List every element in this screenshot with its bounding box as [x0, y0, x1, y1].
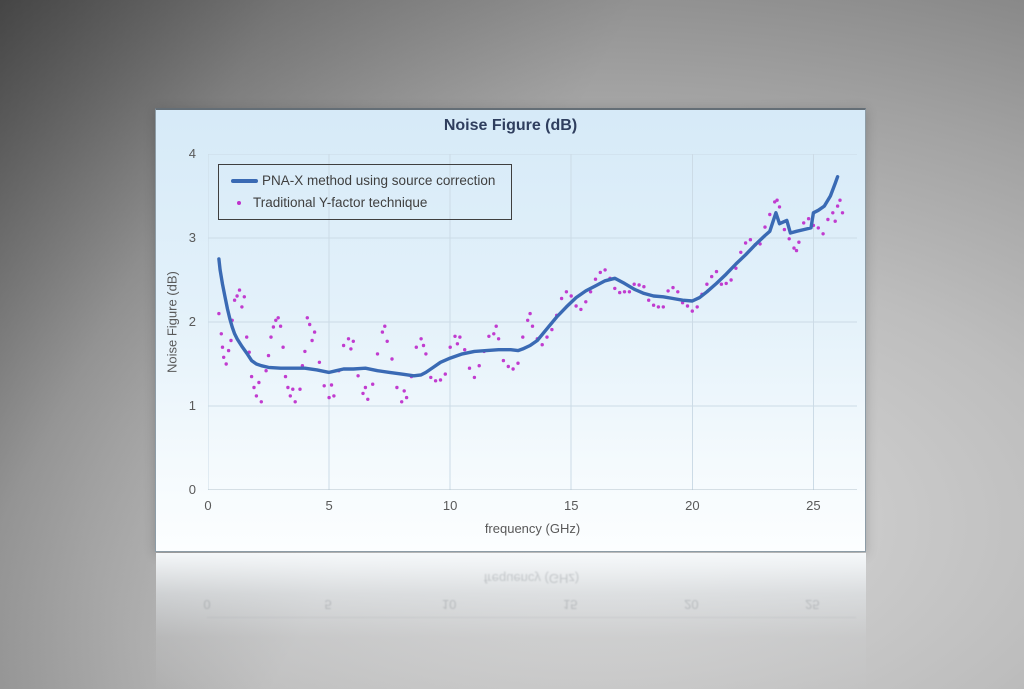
legend-label-pna-x: PNA-X method using source correction: [262, 173, 496, 188]
x-tick-label: 5: [325, 498, 333, 513]
legend-box: PNA-X method using source correction Tra…: [218, 164, 513, 220]
x-tick-label: 0: [204, 498, 212, 513]
x-tick-label: 20: [685, 498, 700, 513]
chart-reflection: 0 5 10 15 20 25 frequency (GHz): [155, 554, 866, 674]
legend-item-pna-x: PNA-X method using source correction: [231, 173, 495, 188]
x-tick-label: 25: [806, 498, 821, 513]
x-tick-label: 15: [564, 498, 579, 513]
reflected-x-tick-label: 15: [563, 597, 578, 612]
y-tick-label: 1: [188, 398, 196, 413]
x-axis-title: frequency (GHz): [484, 521, 581, 536]
reflected-x-axis-title: frequency (GHz): [483, 571, 580, 586]
reflection-band: [156, 553, 866, 689]
plot-canvas: [208, 154, 857, 490]
reflected-x-tick-label: 25: [805, 597, 820, 612]
y-tick-label: 4: [188, 146, 196, 161]
reflected-x-tick-label: 10: [441, 597, 457, 612]
chart-title: Noise Figure (dB): [443, 117, 578, 134]
chart-panel: Noise Figure (dB) PNA-X method using sou…: [155, 108, 866, 552]
legend-label-y-factor: Traditional Y-factor technique: [253, 195, 428, 210]
x-tick-label: 10: [442, 498, 458, 513]
y-tick-label: 3: [188, 230, 196, 245]
dot-swatch-icon: [237, 200, 241, 205]
reflected-x-tick-label: 5: [324, 597, 332, 612]
legend-item-y-factor: Traditional Y-factor technique: [231, 195, 495, 210]
y-axis-title: Noise Figure (dB): [164, 271, 180, 373]
line-swatch-icon: [231, 178, 258, 183]
y-tick-label: 2: [188, 314, 196, 329]
reflected-x-tick-label: 20: [684, 597, 699, 612]
y-tick-label: 0: [188, 482, 196, 497]
reflected-axis-line: [207, 617, 856, 618]
reflected-x-tick-label: 0: [203, 597, 211, 612]
